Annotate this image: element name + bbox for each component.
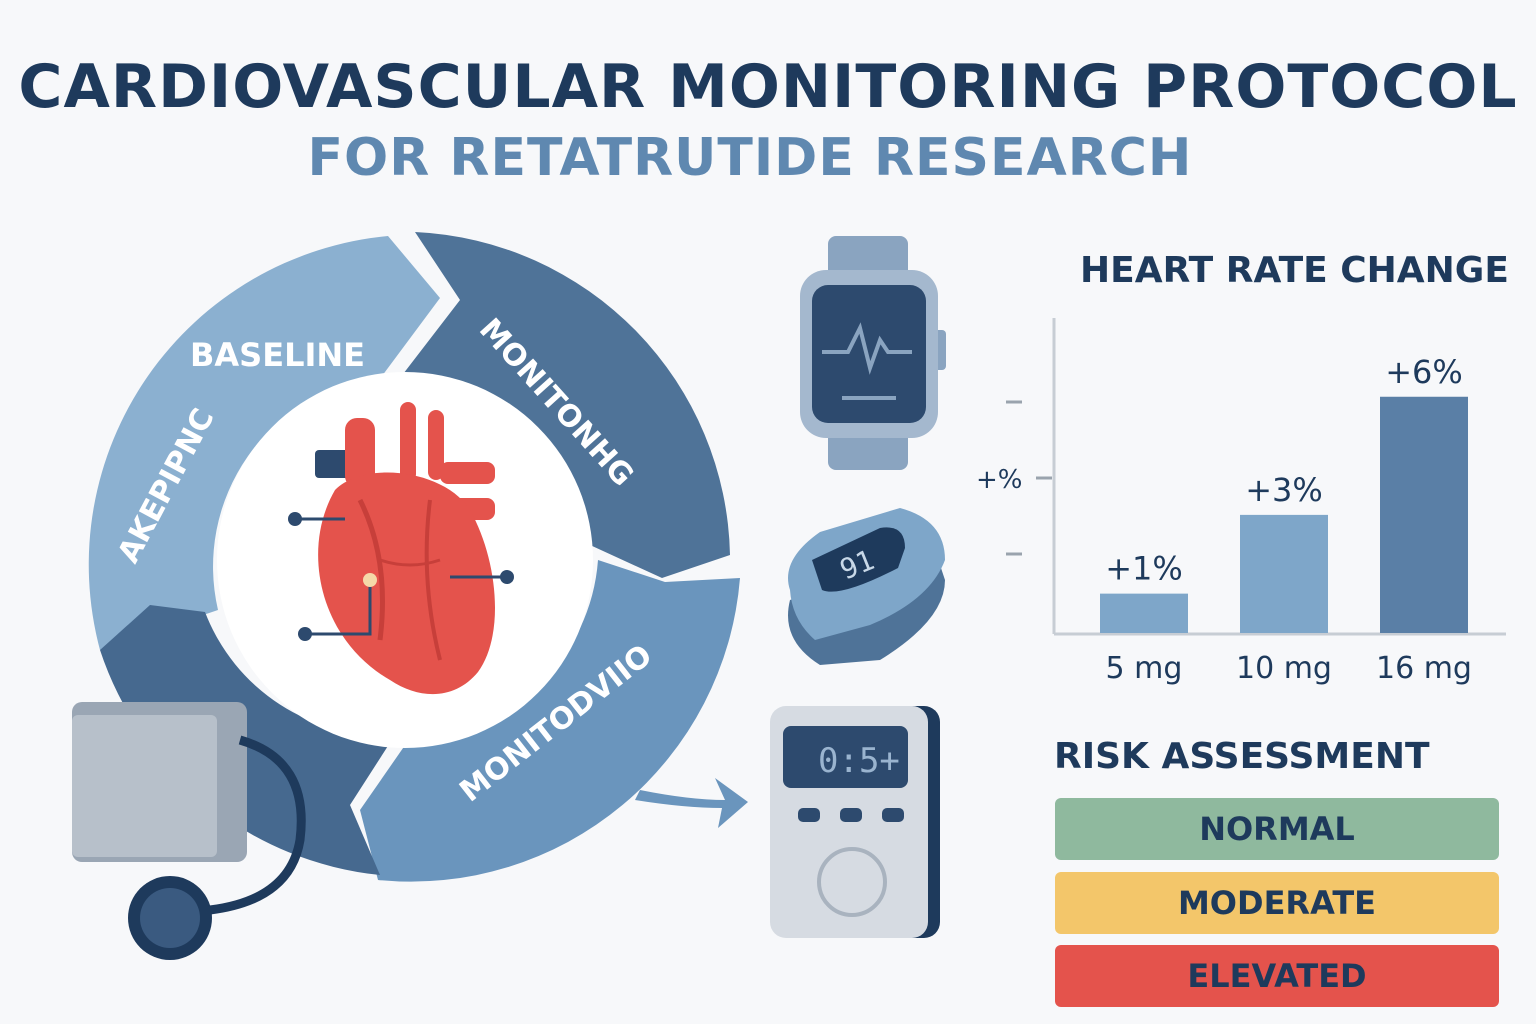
risk-level-label: NORMAL xyxy=(1199,810,1355,848)
smartwatch-icon xyxy=(800,236,946,470)
risk-level-elevated: ELEVATED xyxy=(1055,945,1499,1007)
risk-level-normal: NORMAL xyxy=(1055,798,1499,860)
chart-y-tick-label: +% xyxy=(976,465,1023,495)
bar-value-label: +1% xyxy=(1105,550,1183,588)
page-title: CARDIOVASCULAR MONITORING PROTOCOL xyxy=(18,52,1518,122)
risk-level-label: ELEVATED xyxy=(1187,957,1367,995)
cycle-segment-monitoring-top xyxy=(400,232,730,578)
x-tick-label: 5 mg xyxy=(1106,651,1183,686)
bar-value-label: +3% xyxy=(1245,471,1323,509)
heart-icon xyxy=(288,402,514,695)
monitor-display: 0:5+ xyxy=(818,741,900,781)
handheld-monitor-icon: 0:5+ xyxy=(770,706,940,938)
bar-value-label: +6% xyxy=(1385,353,1463,391)
pulse-oximeter-icon: 91 xyxy=(788,508,945,665)
chart-title: HEART RATE CHANGE xyxy=(1080,250,1509,291)
bar-10-mg xyxy=(1240,514,1328,633)
risk-level-moderate: MODERATE xyxy=(1055,872,1499,934)
x-tick-label: 16 mg xyxy=(1376,651,1472,686)
risk-title: RISK ASSESSMENT xyxy=(1054,736,1430,777)
blood-pressure-cuff-icon xyxy=(72,702,306,960)
cycle-segment-monitoring-bottom xyxy=(360,560,740,882)
x-tick-label: 10 mg xyxy=(1236,651,1332,686)
bar-5-mg xyxy=(1100,593,1188,633)
page-subtitle: FOR RETATRUTIDE RESEARCH xyxy=(307,128,1193,188)
risk-level-label: MODERATE xyxy=(1177,884,1377,922)
heart-rate-chart: +% +1% 5 mg +3% 10 mg +6% 16 mg xyxy=(976,318,1506,686)
cycle-segment-baseline xyxy=(88,236,440,650)
flow-arrow xyxy=(635,778,748,828)
bar-16-mg xyxy=(1380,396,1468,633)
segment-label-baseline: BASELINE xyxy=(190,336,365,374)
